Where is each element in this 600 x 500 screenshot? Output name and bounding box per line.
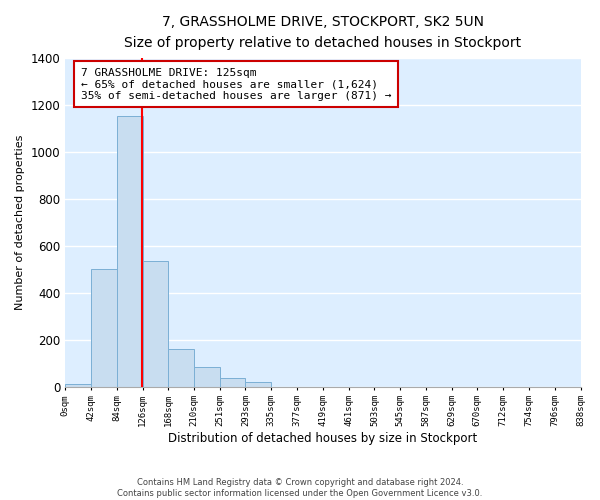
Bar bbox=[220, 378, 245, 386]
Text: Contains HM Land Registry data © Crown copyright and database right 2024.
Contai: Contains HM Land Registry data © Crown c… bbox=[118, 478, 482, 498]
Bar bbox=[169, 349, 194, 387]
Bar bbox=[117, 116, 143, 386]
Bar bbox=[245, 382, 271, 386]
Title: 7, GRASSHOLME DRIVE, STOCKPORT, SK2 5UN
Size of property relative to detached ho: 7, GRASSHOLME DRIVE, STOCKPORT, SK2 5UN … bbox=[124, 15, 521, 50]
Y-axis label: Number of detached properties: Number of detached properties bbox=[15, 134, 25, 310]
Bar bbox=[65, 384, 91, 386]
Text: 7 GRASSHOLME DRIVE: 125sqm
← 65% of detached houses are smaller (1,624)
35% of s: 7 GRASSHOLME DRIVE: 125sqm ← 65% of deta… bbox=[80, 68, 391, 101]
X-axis label: Distribution of detached houses by size in Stockport: Distribution of detached houses by size … bbox=[168, 432, 478, 445]
Bar bbox=[143, 261, 169, 386]
Bar bbox=[91, 269, 117, 386]
Bar bbox=[194, 366, 220, 386]
